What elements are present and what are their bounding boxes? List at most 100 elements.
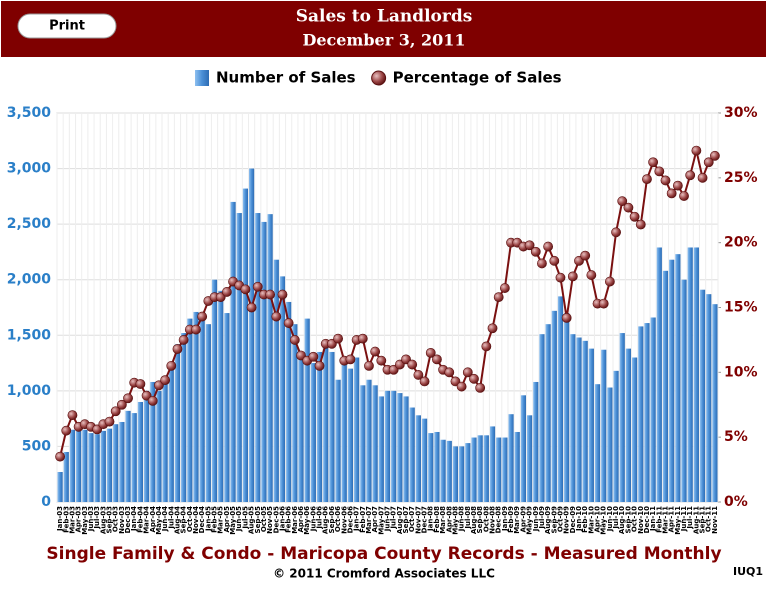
x-tick-label: Mar-11: [661, 506, 669, 534]
x-tick-label: Aug-11: [692, 506, 700, 534]
bar: [329, 351, 335, 502]
x-tick-label: Oct-10: [631, 506, 639, 532]
line-marker: [604, 276, 615, 287]
x-tick-label: May-08: [451, 506, 459, 535]
x-tick-label: Oct-09: [556, 506, 564, 532]
bar: [323, 346, 329, 502]
bar: [384, 390, 391, 502]
bar: [310, 363, 316, 502]
line-marker: [308, 351, 319, 362]
bar: [181, 333, 187, 502]
x-tick-label: Feb-06: [285, 506, 293, 533]
line-marker: [61, 425, 72, 436]
print-button-label[interactable]: Print: [49, 19, 85, 34]
bar: [459, 446, 465, 502]
bar: [174, 344, 181, 502]
legend-label: Number of Sales: [216, 69, 356, 87]
x-tick-label: Jun-07: [384, 506, 392, 532]
x-tick-label: Nov-03: [118, 506, 126, 534]
print-button[interactable]: Print: [17, 13, 117, 39]
line-marker: [710, 150, 720, 161]
bar: [199, 313, 205, 502]
chart-subtitle: December 3, 2011: [302, 31, 465, 50]
line-marker: [543, 241, 554, 252]
x-tick-label: Jun-09: [532, 506, 540, 532]
bar: [242, 188, 249, 502]
x-tick-label: Mar-05: [217, 506, 225, 534]
bar: [125, 410, 131, 502]
x-tick-label: Feb-10: [581, 506, 589, 533]
chart-title: Sales to Landlords: [296, 7, 473, 27]
y-tick-label: 1,000: [7, 383, 52, 399]
bar: [391, 390, 397, 502]
x-tick-label: Dec-03: [124, 506, 132, 533]
bar: [292, 324, 298, 502]
print-button-bg[interactable]: [17, 13, 117, 39]
line-marker: [654, 166, 665, 177]
x-tick-label: Sep-07: [402, 506, 410, 534]
line-marker: [685, 170, 696, 181]
x-tick-label: Oct-05: [260, 506, 268, 532]
line-marker: [123, 393, 133, 404]
bar: [224, 313, 230, 502]
line-marker: [252, 281, 263, 292]
line-marker: [364, 360, 374, 371]
bar: [428, 433, 434, 502]
line-marker: [135, 379, 146, 389]
y2-tick-label: 5%: [724, 429, 748, 445]
line-marker: [104, 416, 115, 427]
line-marker: [524, 240, 535, 251]
x-tick-label: May-07: [377, 506, 385, 535]
x-tick-label: Aug-09: [544, 506, 552, 534]
bar: [137, 401, 143, 502]
x-tick-label: Jan-10: [575, 506, 583, 532]
y2-tick-label: 10%: [724, 364, 758, 380]
x-tick-label: Sep-10: [624, 506, 632, 534]
line-marker: [475, 382, 486, 393]
x-tick-label: Sep-06: [328, 506, 336, 534]
x-tick-label: Oct-06: [334, 506, 342, 532]
x-tick-label: Apr-10: [594, 506, 602, 533]
line-marker: [67, 410, 78, 421]
bar: [162, 379, 168, 502]
bar: [248, 168, 255, 503]
bar: [261, 221, 267, 503]
bar: [452, 446, 459, 502]
x-tick-label: Aug-03: [99, 506, 107, 534]
bar: [372, 385, 378, 502]
line-marker: [197, 311, 208, 322]
x-tick-label: Mar-06: [291, 506, 299, 534]
x-tick-label: Mar-08: [439, 506, 447, 534]
line-marker: [425, 347, 436, 358]
bar: [644, 323, 650, 502]
line-marker: [432, 354, 442, 365]
bar: [483, 435, 489, 502]
line-marker: [703, 157, 714, 168]
bar: [304, 318, 310, 502]
y-tick-label: 0: [41, 494, 51, 510]
y-tick-label: 2,500: [7, 216, 52, 232]
x-tick-label: Nov-05: [266, 506, 274, 534]
x-tick-label: Jul-05: [241, 506, 249, 530]
line-marker: [289, 335, 300, 345]
bar: [397, 393, 403, 502]
bar: [279, 276, 286, 502]
bar: [378, 396, 384, 502]
x-tick-label: Feb-09: [507, 506, 515, 533]
bar: [699, 289, 706, 502]
x-tick-label: Jan-06: [278, 506, 286, 532]
line-marker: [160, 375, 171, 386]
x-tick-label: Jul-11: [686, 506, 694, 530]
bar: [669, 259, 675, 502]
bar: [205, 324, 211, 502]
x-tick-label: Jan-05: [204, 506, 212, 532]
footer-text: Single Family & Condo - Maricopa County …: [46, 544, 721, 564]
x-tick-label: Feb-05: [211, 506, 219, 533]
line-marker: [611, 227, 621, 238]
line-marker: [456, 381, 467, 392]
line-marker: [444, 367, 455, 378]
bar: [502, 437, 508, 502]
x-tick-label: Nov-09: [563, 506, 571, 534]
y-tick-label: 3,000: [7, 161, 52, 177]
bar: [625, 348, 632, 502]
